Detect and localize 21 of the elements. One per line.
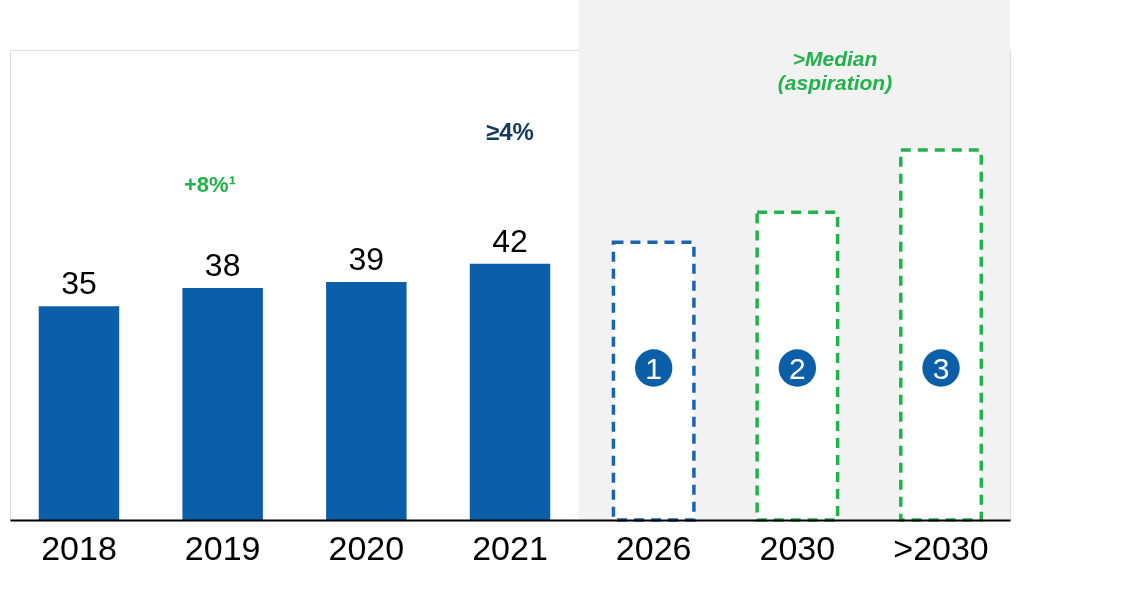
data-label: 39 <box>348 240 385 277</box>
annotation: 3 <box>932 352 950 385</box>
annotation: >Median (aspiration) <box>777 47 893 94</box>
data-label: 42 <box>492 222 528 259</box>
bar <box>326 281 407 520</box>
data-label: 35 <box>61 265 97 302</box>
x-tick-label: 2026 <box>615 528 692 567</box>
annotation: ≥4% <box>486 118 534 145</box>
x-tick-label: >2030 <box>893 528 989 567</box>
bar <box>182 288 263 520</box>
x-tick-label: 2030 <box>759 528 836 567</box>
bar <box>469 263 551 520</box>
annotation: 2 <box>789 352 806 385</box>
data-label: 38 <box>204 247 241 284</box>
x-tick-label: 2019 <box>184 528 261 567</box>
bar <box>38 306 120 520</box>
x-tick-label: 2018 <box>41 528 117 567</box>
x-tick-label: 2020 <box>328 528 405 567</box>
annotation: 1 <box>645 352 663 385</box>
annotation: +8%¹ <box>184 172 236 197</box>
x-tick-label: 2021 <box>472 528 548 567</box>
